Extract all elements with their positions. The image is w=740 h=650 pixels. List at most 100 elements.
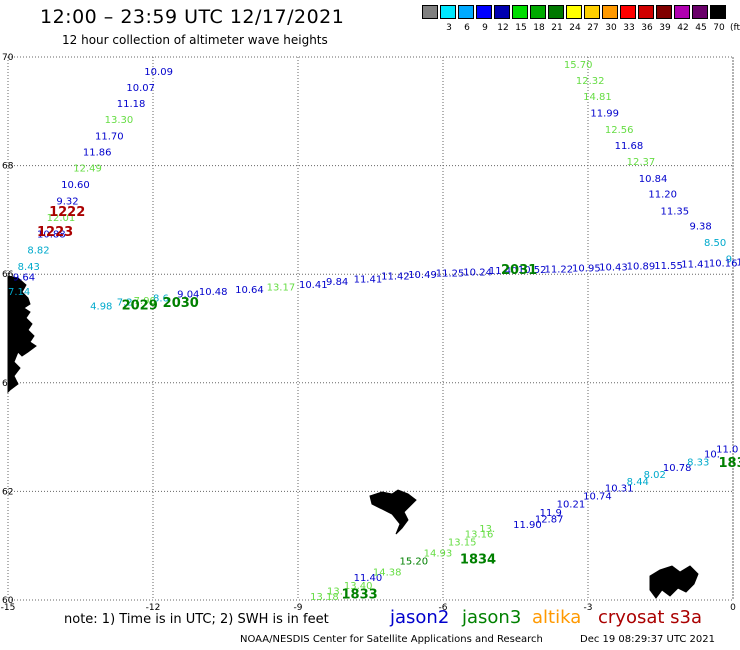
swh-value: 14.93 (424, 549, 453, 560)
swh-value: 11.22 (545, 265, 574, 276)
scale-swatch (710, 5, 726, 19)
scale-swatch (530, 5, 546, 19)
pass-time-label: 1223 (37, 225, 73, 240)
iceland-coast (7, 275, 37, 394)
swh-value: 13.30 (105, 115, 134, 126)
swh-value: 7.2 (117, 298, 133, 309)
satellite-passes: 10.09 10.07 11.18 13.30 11.70 11.86 12.49 10.60… (8, 60, 740, 603)
swh-value: 8.02 (644, 470, 666, 481)
scale-label: 42 (677, 23, 689, 33)
swh-value: 13.15 (448, 538, 477, 549)
scale-swatch (566, 5, 582, 19)
swh-value: 10.31 (605, 483, 634, 494)
swh-value: 11.68 (615, 141, 644, 152)
land-masses (7, 275, 699, 599)
scale-label: 33 (623, 23, 635, 33)
swh-value: 8.6 (153, 293, 169, 304)
faroe-islands (369, 489, 417, 535)
swh-value: 10.89 (627, 261, 656, 272)
swh-value: 8.43 (18, 262, 40, 273)
legend-altika: altika (532, 607, 582, 628)
swh-value: 15.20 (400, 557, 429, 568)
lon-tick-label: -12 (146, 603, 161, 613)
swh-value: 11.70 (95, 132, 124, 143)
lon-tick-label: 0 (730, 603, 736, 613)
swh-value: 10.43 (599, 262, 628, 273)
scale-label: 21 (551, 23, 563, 33)
scale-label: 12 (497, 23, 509, 33)
swh-value: 11.0 (716, 444, 738, 455)
swh-value: 11.41 (681, 260, 710, 271)
pass-middle: 4.98 7.2 7.908.6 9.04 10.48 10.64 13.17 10.419.… (90, 258, 740, 314)
pass-time-label: 183 (719, 456, 740, 471)
scale-swatch (548, 5, 564, 19)
swh-value: 9.04 (177, 290, 199, 301)
swh-value: 11.41 (354, 274, 383, 285)
swh-value: 10.48 (199, 287, 228, 298)
swh-value: 12.49 (73, 164, 102, 175)
swh-value: 10.16 (709, 259, 738, 270)
swh-value: 8.82 (27, 246, 49, 257)
scale-swatch (602, 5, 618, 19)
swh-value: 9. (726, 254, 736, 265)
swh-value: 10.84 (639, 174, 668, 185)
swh-value: 9.84 (326, 277, 348, 288)
scale-swatch (656, 5, 672, 19)
swh-value: 10.74 (583, 492, 612, 503)
swh-value: 9.64 (13, 273, 35, 284)
swh-value: 8.50 (704, 238, 726, 249)
pass-time-label: 2031 (501, 263, 537, 278)
swh-value: 13. (327, 587, 343, 598)
swh-value: 10.78 (663, 463, 692, 474)
scale-label: 36 (641, 23, 653, 33)
swh-value: 11.18 (117, 99, 146, 110)
scale-label: 30 (605, 23, 617, 33)
scale-swatch (620, 5, 636, 19)
scale-label: 9 (482, 23, 488, 33)
scale-swatch (440, 5, 456, 19)
scale-swatch (674, 5, 690, 19)
scale-swatch (458, 5, 474, 19)
scale-swatch (512, 5, 528, 19)
swh-value: 11.35 (661, 206, 690, 217)
credit-line: NOAA/NESDIS Center for Satellite Applica… (240, 634, 543, 645)
scale-swatch (692, 5, 708, 19)
map-subtitle: 12 hour collection of altimeter wave hei… (62, 33, 328, 47)
swh-value: 10.21 (557, 500, 586, 511)
swh-value: 12.37 (627, 157, 656, 168)
scale-swatch (422, 5, 438, 19)
swh-value: 10. (704, 450, 720, 461)
swh-value: 8.44 (627, 477, 649, 488)
swh-value: 10.49 (408, 270, 437, 281)
swh-value: 7.90 (134, 296, 156, 307)
scale-label: 24 (569, 23, 581, 33)
scale-swatch (638, 5, 654, 19)
swh-value: 12.87 (535, 514, 564, 525)
lat-tick-label: 60 (2, 596, 14, 606)
scale-label: 39 (659, 23, 671, 33)
swh-value: 11.86 (83, 147, 112, 158)
swh-value: 11.55 (654, 261, 683, 272)
scale-swatch (584, 5, 600, 19)
swh-value: 14.38 (373, 568, 402, 579)
scale-unit: (ft) (730, 23, 740, 33)
swh-value: 10.52 (518, 265, 547, 276)
pass-east-north: 15.70 12.32 14.81 11.99 12.56 11.68 12.37 10.84… (564, 60, 735, 265)
legend-cryosat-s3a: cryosat s3a (598, 607, 703, 628)
shetland-islands (649, 565, 699, 599)
swh-value: 11.40 (354, 573, 383, 584)
scale-label: 27 (587, 23, 599, 33)
swh-value: 12.56 (605, 125, 634, 136)
footer-note: note: 1) Time is in UTC; 2) SWH is in fe… (64, 612, 329, 627)
lon-tick-label: -9 (294, 603, 303, 613)
scale-label: 3 (446, 23, 452, 33)
pass-time-label: 1833 (342, 587, 378, 602)
swh-value: 11.90 (513, 520, 542, 531)
swh-value: 11.99 (590, 109, 619, 120)
lat-tick-label: 62 (2, 487, 13, 497)
pass-time-label: 2029 (122, 298, 158, 313)
legend-jason2: jason2 (390, 607, 450, 628)
swh-value: 13.18 (310, 592, 339, 603)
pass-time-label: 1222 (49, 205, 85, 220)
